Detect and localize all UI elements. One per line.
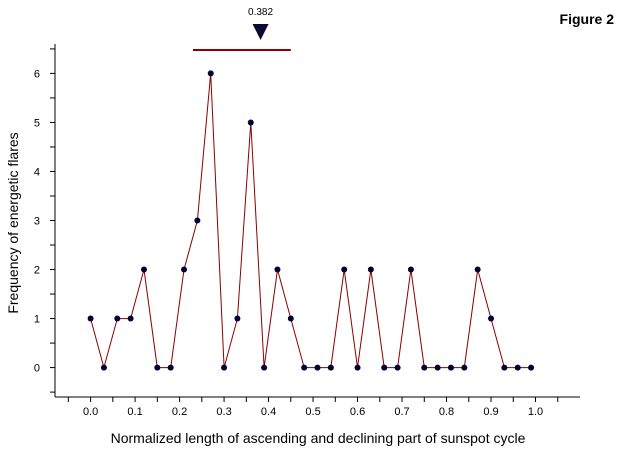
data-point — [501, 364, 508, 371]
data-point — [407, 266, 414, 273]
data-point — [87, 315, 94, 322]
data-point — [434, 364, 441, 371]
figure-label: Figure 2 — [560, 11, 615, 27]
y-tick-label: 0 — [34, 363, 40, 375]
x-tick-label: 0.1 — [127, 406, 142, 418]
x-tick-label: 1.0 — [528, 406, 543, 418]
data-point — [114, 315, 121, 322]
data-point — [154, 364, 161, 371]
y-tick-label: 6 — [34, 68, 40, 80]
y-axis-label: Frequency of energetic flares — [5, 132, 21, 313]
data-point — [221, 364, 228, 371]
data-point — [367, 266, 374, 273]
x-tick-label: 0.7 — [394, 406, 409, 418]
x-tick-label: 0.6 — [350, 406, 365, 418]
data-point — [528, 364, 535, 371]
x-tick-label: 0.4 — [261, 406, 276, 418]
data-point — [421, 364, 428, 371]
data-point — [261, 364, 268, 371]
axes — [54, 44, 580, 398]
y-tick-label: 2 — [34, 265, 40, 277]
data-point — [100, 364, 107, 371]
data-point — [461, 364, 468, 371]
x-tick-label: 0.0 — [83, 406, 98, 418]
x-tick-label: 0.2 — [172, 406, 187, 418]
x-tick-label: 0.3 — [216, 406, 231, 418]
data-point — [354, 364, 361, 371]
y-axis-ticks: 0 1 2 3 4 5 6 — [34, 48, 55, 393]
x-tick-label: 0.5 — [305, 406, 320, 418]
data-point — [447, 364, 454, 371]
data-point — [514, 364, 521, 371]
data-point — [247, 119, 254, 126]
series-line — [90, 73, 532, 370]
y-tick-label: 3 — [34, 216, 40, 228]
data-point — [140, 266, 147, 273]
x-tick-label: 0.9 — [483, 406, 498, 418]
data-point — [181, 266, 188, 273]
data-point — [341, 266, 348, 273]
data-point — [194, 217, 201, 224]
data-point — [287, 315, 294, 322]
data-point — [488, 315, 495, 322]
data-point — [234, 315, 241, 322]
data-point — [301, 364, 308, 371]
x-axis-label: Normalized length of ascending and decli… — [111, 430, 526, 446]
data-point — [381, 364, 388, 371]
data-point — [167, 364, 174, 371]
data-point — [314, 364, 321, 371]
y-tick-label: 1 — [34, 314, 40, 326]
y-tick-label: 5 — [34, 117, 40, 129]
annotation-layer: 0.382 — [192, 7, 291, 51]
series-layer — [87, 70, 535, 371]
marker-triangle — [252, 24, 269, 40]
data-point — [274, 266, 281, 273]
data-point — [394, 364, 401, 371]
data-point — [327, 364, 334, 371]
x-tick-label: 0.8 — [439, 406, 454, 418]
data-point — [127, 315, 134, 322]
marker-label: 0.382 — [248, 7, 273, 18]
x-axis-ticks: 0.0 0.1 0.2 0.3 0.4 0.5 0.6 0.7 0.8 0.9 1.0 — [67, 397, 559, 418]
data-point — [207, 70, 214, 77]
data-point — [474, 266, 481, 273]
y-tick-label: 4 — [34, 166, 40, 178]
